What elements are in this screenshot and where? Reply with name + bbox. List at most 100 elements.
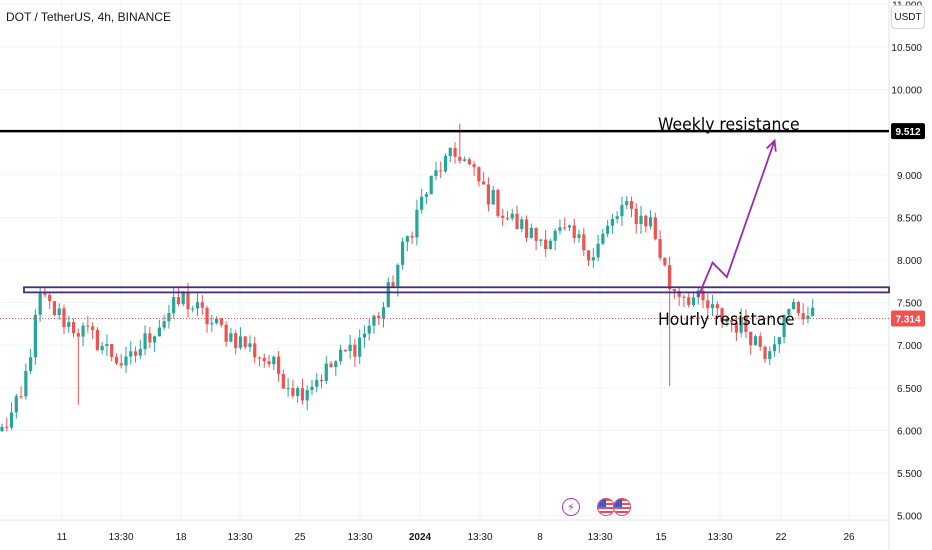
us-flag-event-icon[interactable] (597, 498, 615, 516)
candle-body[interactable] (105, 343, 109, 346)
candle-body[interactable] (648, 217, 653, 227)
candle-body[interactable] (52, 301, 57, 316)
candle-body[interactable] (625, 201, 629, 206)
candle-body[interactable] (563, 227, 567, 229)
candle-body[interactable] (272, 356, 276, 365)
candle-body[interactable] (772, 344, 777, 352)
candle-body[interactable] (458, 156, 462, 161)
candle-body[interactable] (124, 356, 128, 366)
candle-body[interactable] (253, 343, 257, 358)
candle-body[interactable] (606, 225, 610, 234)
candle-body[interactable] (391, 282, 395, 287)
candle-body[interactable] (129, 351, 133, 357)
candle-body[interactable] (81, 325, 85, 337)
candle-body[interactable] (782, 314, 786, 338)
candle-body[interactable] (558, 227, 562, 231)
candle-body[interactable] (777, 337, 781, 345)
candle-body[interactable] (296, 388, 300, 396)
candle-body[interactable] (248, 343, 252, 347)
candle-body[interactable] (415, 209, 419, 238)
candle-body[interactable] (205, 307, 209, 325)
candle-body[interactable] (429, 176, 433, 195)
candle-body[interactable] (386, 282, 390, 308)
candle-body[interactable] (768, 351, 772, 360)
candle-body[interactable] (195, 302, 200, 309)
candle-body[interactable] (29, 357, 33, 371)
candle-body[interactable] (434, 170, 438, 177)
candle-body[interactable] (448, 148, 452, 157)
candle-body[interactable] (715, 304, 719, 309)
candle-body[interactable] (305, 390, 309, 401)
candle-body[interactable] (162, 321, 166, 328)
candle-body[interactable] (0, 426, 4, 432)
candle-body[interactable] (377, 315, 381, 319)
candle-body[interactable] (143, 333, 147, 350)
candle-body[interactable] (539, 239, 543, 241)
candle-body[interactable] (420, 196, 424, 210)
candle-body[interactable] (663, 257, 667, 266)
candle-body[interactable] (396, 264, 400, 287)
candle-body[interactable] (343, 349, 347, 352)
candle-body[interactable] (57, 308, 61, 316)
candle-body[interactable] (467, 159, 471, 165)
candle-body[interactable] (405, 236, 409, 242)
lightning-event-icon[interactable]: ⚡ (562, 498, 580, 516)
candle-body[interactable] (257, 357, 262, 359)
candle-body[interactable] (710, 304, 715, 309)
candle-body[interactable] (753, 336, 758, 346)
candle-body[interactable] (567, 225, 572, 228)
candle-body[interactable] (668, 265, 672, 290)
candle-body[interactable] (281, 373, 285, 389)
candle-body[interactable] (691, 297, 696, 305)
candle-body[interactable] (639, 215, 643, 225)
candle-body[interactable] (701, 290, 705, 301)
candle-body[interactable] (167, 313, 171, 322)
candle-body[interactable] (5, 426, 9, 428)
candle-body[interactable] (529, 227, 533, 238)
candle-body[interactable] (758, 336, 762, 347)
candle-body[interactable] (792, 302, 796, 309)
candle-body[interactable] (601, 233, 605, 244)
candle-body[interactable] (95, 329, 99, 351)
candle-body[interactable] (24, 370, 28, 397)
candle-body[interactable] (472, 164, 476, 168)
candle-body[interactable] (591, 257, 595, 261)
candle-body[interactable] (629, 201, 634, 209)
candle-body[interactable] (515, 213, 519, 230)
candle-body[interactable] (19, 396, 23, 398)
candle-body[interactable] (243, 336, 247, 347)
candle-body[interactable] (100, 345, 104, 351)
candle-body[interactable] (682, 296, 686, 298)
candle-body[interactable] (367, 325, 371, 334)
candle-body[interactable] (153, 336, 157, 343)
candle-body[interactable] (267, 361, 271, 365)
candle-body[interactable] (658, 238, 662, 258)
candle-body[interactable] (534, 227, 538, 241)
candle-body[interactable] (577, 234, 581, 238)
us-flag-event-icon[interactable] (613, 498, 631, 516)
candle-body[interactable] (138, 349, 142, 356)
candle-body[interactable] (214, 318, 219, 324)
candle-body[interactable] (358, 337, 362, 357)
candle-body[interactable] (86, 325, 90, 327)
candle-body[interactable] (362, 333, 367, 338)
candle-body[interactable] (148, 333, 152, 343)
candle-body[interactable] (811, 307, 815, 316)
candle-body[interactable] (9, 412, 14, 428)
candle-body[interactable] (238, 336, 243, 348)
candle-body[interactable] (33, 314, 37, 358)
candle-body[interactable] (634, 208, 638, 225)
candle-body[interactable] (586, 250, 591, 261)
candle-body[interactable] (548, 240, 553, 249)
candle-body[interactable] (329, 363, 333, 368)
candle-body[interactable] (300, 388, 305, 401)
candle-body[interactable] (739, 316, 743, 333)
candle-body[interactable] (315, 379, 319, 387)
candle-body[interactable] (486, 184, 491, 205)
candle-body[interactable] (71, 322, 76, 334)
candle-body[interactable] (219, 318, 223, 325)
candle-body[interactable] (186, 292, 190, 310)
candle-body[interactable] (477, 167, 481, 182)
candle-body[interactable] (653, 217, 657, 239)
candle-body[interactable] (334, 361, 338, 368)
